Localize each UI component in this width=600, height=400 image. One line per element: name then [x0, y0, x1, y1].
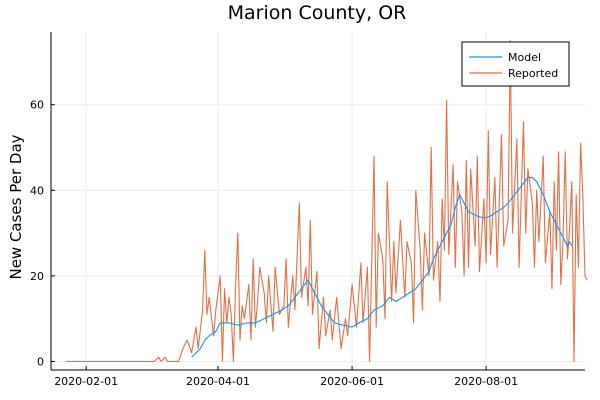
x-tick-label: 2020-06-01: [320, 375, 384, 388]
x-tick-label: 2020-08-01: [454, 375, 518, 388]
chart-title: Marion County, OR: [228, 2, 407, 24]
legend-label-model: Model: [508, 51, 541, 64]
x-tick-label: 2020-04-01: [186, 375, 250, 388]
series-lines: [66, 40, 588, 362]
tick-labels: 2020-02-01 2020-04-01 2020-06-01 2020-08-01…: [30, 99, 518, 388]
axes: [50, 32, 585, 371]
x-tick-label: 2020-02-01: [54, 375, 118, 388]
y-tick-label: 40: [30, 184, 44, 197]
series-line-model: [191, 176, 573, 358]
y-tick-label: 0: [37, 355, 44, 368]
legend: Model Reported: [461, 41, 570, 87]
legend-label-reported: Reported: [508, 67, 558, 80]
y-tick-label: 60: [30, 99, 44, 112]
y-axis-label: New Cases Per Day: [7, 134, 25, 279]
series-line-reported: [66, 40, 588, 362]
legend-box: [461, 41, 570, 87]
y-tick-label: 20: [30, 270, 44, 283]
